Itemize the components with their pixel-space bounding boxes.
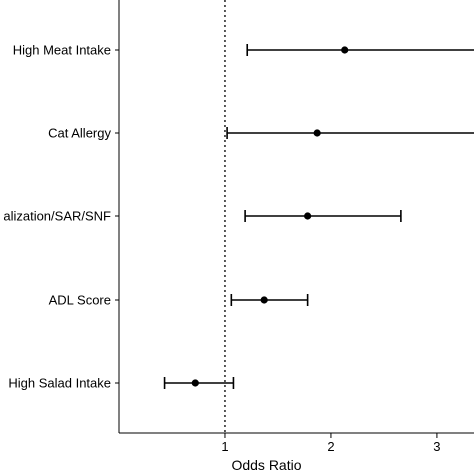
interval-marks (163, 44, 474, 389)
x-tick-label: 3 (433, 439, 440, 454)
point-estimate (313, 129, 321, 137)
x-tick-label: 1 (221, 439, 228, 454)
category-label: ADL Score (49, 293, 111, 308)
category-label: High Salad Intake (8, 376, 111, 391)
point-estimate (191, 379, 199, 387)
x-axis-title: Odds Ratio (231, 457, 301, 473)
point-estimate (304, 212, 312, 220)
x-tick-label: 2 (327, 439, 334, 454)
point-estimate (260, 296, 268, 304)
x-axis: 1 2 3 Odds Ratio (118, 0, 474, 473)
category-labels: High Meat Intake Cat Allergy alization/SAR… (3, 43, 119, 391)
category-label: Cat Allergy (48, 126, 111, 141)
point-estimate (341, 46, 349, 54)
category-label: High Meat Intake (13, 43, 111, 58)
category-label: alization/SAR/SNF (3, 209, 111, 224)
